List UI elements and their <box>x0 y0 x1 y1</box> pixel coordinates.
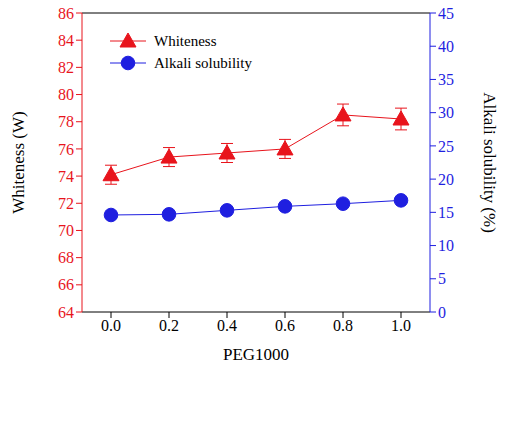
svg-text:72: 72 <box>58 195 74 212</box>
svg-text:76: 76 <box>58 141 74 158</box>
svg-text:0.6: 0.6 <box>275 317 295 334</box>
svg-text:PEG1000: PEG1000 <box>223 345 289 364</box>
svg-text:74: 74 <box>58 168 74 185</box>
svg-text:45: 45 <box>438 8 454 22</box>
svg-text:0.4: 0.4 <box>217 317 237 334</box>
svg-text:86: 86 <box>58 8 74 22</box>
svg-text:78: 78 <box>58 113 74 130</box>
svg-text:0.2: 0.2 <box>159 317 179 334</box>
html-text:Alkali solubility: Alkali solubility <box>154 54 252 71</box>
svg-text:35: 35 <box>438 71 454 88</box>
svg-text:5: 5 <box>438 270 446 287</box>
svg-text:15: 15 <box>438 204 454 221</box>
svg-text:25: 25 <box>438 138 454 155</box>
svg-text:40: 40 <box>438 38 454 55</box>
html-text:Whiteness: Whiteness <box>154 32 217 49</box>
svg-text:Alkali solubility (%): Alkali solubility (%) <box>480 92 499 233</box>
svg-text:20: 20 <box>438 171 454 188</box>
svg-text:1.0: 1.0 <box>391 317 411 334</box>
svg-text:84: 84 <box>58 32 74 49</box>
svg-text:0.0: 0.0 <box>101 317 121 334</box>
svg-text:0: 0 <box>438 304 446 321</box>
svg-text:Whiteness (W): Whiteness (W) <box>9 111 28 213</box>
svg-text:70: 70 <box>58 222 74 239</box>
svg-text:30: 30 <box>438 104 454 121</box>
svg-text:82: 82 <box>58 59 74 76</box>
svg-text:80: 80 <box>58 86 74 103</box>
svg-text:66: 66 <box>58 276 74 293</box>
svg-text:0.8: 0.8 <box>333 317 353 334</box>
svg-text:64: 64 <box>58 304 74 321</box>
svg-text:10: 10 <box>438 237 454 254</box>
svg-text:68: 68 <box>58 249 74 266</box>
